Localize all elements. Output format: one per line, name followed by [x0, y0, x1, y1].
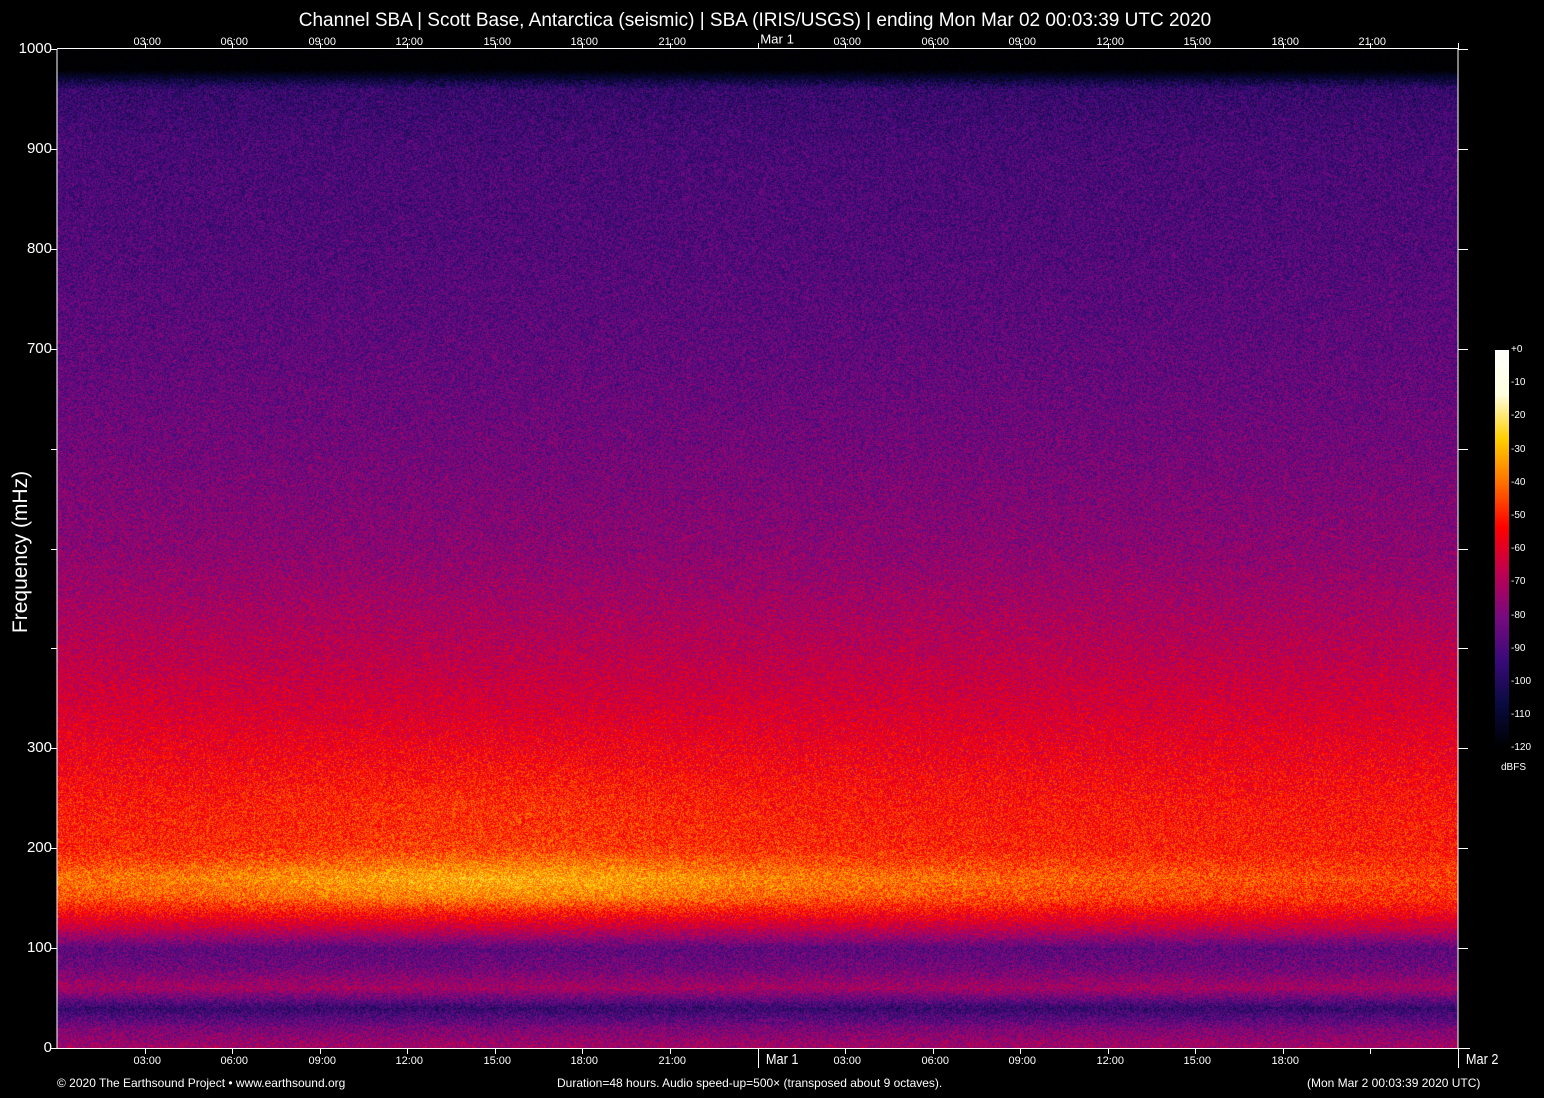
- x-tick-label-bottom: 06:00: [221, 1055, 249, 1067]
- colorbar-tick-label: -90: [1511, 643, 1525, 654]
- x-tick-label-top: 15:00: [484, 36, 512, 48]
- x-tick-label-bottom: 18:00: [1272, 1055, 1300, 1067]
- colorbar-tick-label: -70: [1511, 576, 1525, 587]
- x-tick-label-bottom: Mar 1: [765, 1051, 798, 1068]
- x-tick-label-bottom: 06:00: [922, 1055, 950, 1067]
- x-tick-label-top: 06:00: [221, 36, 249, 48]
- x-tick-label-bottom: Mar 2: [1465, 1051, 1498, 1068]
- x-tick-label-top: 12:00: [1097, 36, 1125, 48]
- x-tick-label-bottom: 18:00: [571, 1055, 599, 1067]
- y-tick-label: 800: [27, 240, 52, 257]
- y-tick-label: 1000: [19, 40, 52, 57]
- y-tick-label: 100: [27, 939, 52, 956]
- x-tick-label-top: Mar 1: [760, 33, 794, 47]
- x-tick-label-bottom: 15:00: [1184, 1055, 1212, 1067]
- y-tick-label: 0: [44, 1039, 52, 1056]
- colorbar-tick-label: -40: [1511, 477, 1525, 488]
- colorbar-tick-label: -100: [1511, 676, 1531, 687]
- colorbar-tick-label: -20: [1511, 410, 1525, 421]
- x-tick-label-top: 03:00: [834, 36, 862, 48]
- x-tick-label-top: 21:00: [659, 36, 687, 48]
- colorbar-tick-label: -50: [1511, 510, 1525, 521]
- x-tick-label-bottom: 21:00: [659, 1055, 687, 1067]
- y-tick-label: 900: [27, 140, 52, 157]
- y-tick-label: 200: [27, 839, 52, 856]
- x-tick-label-top: 21:00: [1359, 36, 1387, 48]
- y-tick-label: 300: [27, 739, 52, 756]
- colorbar: [1495, 350, 1509, 749]
- x-tick-label-top: 15:00: [1184, 36, 1212, 48]
- colorbar-tick-label: -60: [1511, 543, 1525, 554]
- x-tick-label-bottom: 12:00: [396, 1055, 424, 1067]
- y-axis-label: Frequency (mHz): [9, 467, 33, 637]
- x-tick-label-bottom: 03:00: [834, 1055, 862, 1067]
- colorbar-unit: dBFS: [1501, 762, 1526, 773]
- colorbar-tick-label: -120: [1511, 742, 1531, 753]
- x-tick-label-top: 09:00: [1009, 36, 1037, 48]
- footer-duration: Duration=48 hours. Audio speed-up=500× (…: [557, 1076, 942, 1090]
- colorbar-tick-label: +0: [1511, 344, 1522, 355]
- colorbar-tick-label: -110: [1511, 709, 1530, 720]
- x-tick-label-top: 18:00: [1272, 36, 1300, 48]
- x-tick-label-bottom: 03:00: [134, 1055, 162, 1067]
- x-tick-label-top: 06:00: [922, 36, 950, 48]
- x-tick-label-top: 03:00: [134, 36, 162, 48]
- footer-end-time: (Mon Mar 2 00:03:39 2020 UTC): [1307, 1076, 1480, 1090]
- x-tick-label-top: 09:00: [309, 36, 337, 48]
- x-tick-label-bottom: 12:00: [1097, 1055, 1125, 1067]
- x-tick-label-bottom: 15:00: [484, 1055, 512, 1067]
- colorbar-tick-label: -10: [1511, 377, 1525, 388]
- x-tick-label-bottom: 09:00: [309, 1055, 337, 1067]
- colorbar-tick-label: -30: [1511, 444, 1525, 455]
- footer-copyright: © 2020 The Earthsound Project • www.eart…: [57, 1076, 345, 1090]
- x-tick-label-bottom: 09:00: [1009, 1055, 1037, 1067]
- x-tick-label-top: 18:00: [571, 36, 599, 48]
- colorbar-tick-label: -80: [1511, 610, 1525, 621]
- y-tick-label: 700: [27, 340, 52, 357]
- x-tick-label-top: 12:00: [396, 36, 424, 48]
